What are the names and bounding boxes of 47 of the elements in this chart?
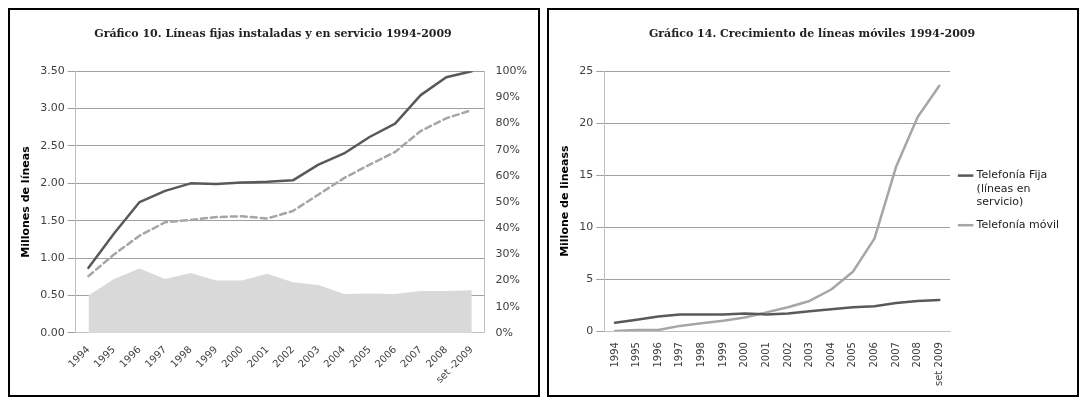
chart-title: Gráfico 10. Líneas fijas instaladas y en servicio 1994-2009	[94, 27, 452, 41]
y-tick-label: 20	[579, 116, 594, 130]
x-tick-label: 1994	[608, 342, 620, 368]
y-tick-label: 3.00	[40, 101, 65, 115]
y-tick-label: 3.50	[40, 64, 65, 78]
y2-tick-label: 10%	[495, 299, 521, 313]
x-tick-label: 2008	[911, 342, 923, 368]
y2-tick-label: 90%	[495, 90, 521, 104]
y2-tick-label: 0%	[495, 325, 514, 339]
x-tick-label: 2006	[868, 342, 880, 368]
y-tick-label: 10	[579, 219, 594, 233]
y-tick-label: 25	[579, 64, 594, 78]
x-tick-label: 2003	[803, 342, 815, 368]
x-tick-label: 2005	[846, 342, 858, 368]
y-tick-label: 1.50	[40, 213, 65, 227]
x-tick-label: 1996	[651, 342, 663, 368]
x-tick-label: 2000	[738, 342, 750, 368]
y2-tick-label: 40%	[495, 221, 521, 235]
y-tick-label: 0.00	[40, 325, 65, 339]
x-tick-label: 2007	[889, 342, 901, 368]
y-tick-label: 5	[586, 271, 594, 285]
chart-title: Gráfico 14. Crecimiento de líneas móviles 1994-2009	[648, 27, 976, 41]
y-tick-label: 0	[586, 323, 594, 337]
y2-tick-label: 100%	[495, 64, 528, 78]
y-tick-label: 0.50	[40, 288, 65, 302]
y-tick-label: 15	[579, 168, 594, 182]
x-tick-label: 2002	[781, 342, 793, 368]
y2-tick-label: 70%	[495, 142, 521, 156]
y-tick-label: 1.00	[40, 251, 65, 264]
y-axis-title: Millone de lineass	[558, 144, 572, 257]
x-tick-label: 1998	[695, 342, 707, 368]
y2-tick-label: 50%	[495, 194, 521, 208]
x-tick-label: 1995	[630, 342, 642, 368]
legend-label: Telefonía móvil	[975, 218, 1060, 232]
x-tick-label: set 2009	[932, 342, 944, 387]
legend-label: Telefonía Fija (líneas en servicio)	[975, 168, 1048, 208]
y2-tick-label: 60%	[495, 168, 521, 182]
x-tick-label: 2001	[759, 342, 771, 368]
x-tick-label: 1999	[716, 342, 728, 368]
y2-tick-label: 80%	[495, 116, 521, 130]
y-tick-label: 2.00	[40, 176, 65, 190]
y-tick-label: 2.50	[40, 138, 65, 152]
y2-tick-label: 20%	[495, 273, 521, 287]
x-tick-label: 1997	[673, 342, 685, 368]
y2-tick-label: 30%	[495, 247, 521, 261]
y-axis-title: Millones de líneas	[19, 145, 33, 258]
x-tick-label: 2004	[824, 342, 836, 368]
